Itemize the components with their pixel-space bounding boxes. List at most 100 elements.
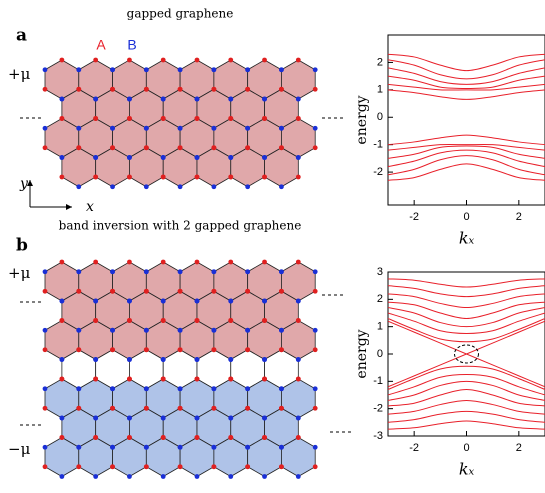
lattice-site bbox=[211, 327, 217, 333]
lattice-site bbox=[295, 259, 301, 265]
lattice-site bbox=[110, 269, 115, 275]
lattice-site bbox=[194, 318, 200, 323]
lattice-site bbox=[177, 288, 183, 294]
x-axis-label: kₓ bbox=[459, 460, 475, 479]
lattice-site bbox=[127, 376, 132, 382]
lattice-site bbox=[295, 415, 301, 421]
lattice-site bbox=[262, 174, 267, 180]
lattice-site bbox=[110, 405, 115, 411]
lattice-site bbox=[110, 125, 115, 131]
lattice-site bbox=[93, 259, 99, 265]
lattice-site bbox=[228, 474, 234, 479]
lattice-site bbox=[177, 67, 183, 73]
lattice-site bbox=[59, 474, 65, 479]
lattice-site bbox=[143, 444, 149, 450]
lattice-site bbox=[194, 116, 200, 121]
x-tick-label: -2 bbox=[409, 442, 419, 454]
band bbox=[388, 365, 545, 390]
lattice-site bbox=[177, 86, 183, 92]
lattice-site bbox=[279, 347, 284, 353]
lattice-site bbox=[93, 57, 99, 63]
lattice-site bbox=[211, 184, 217, 190]
lattice-site bbox=[211, 67, 217, 73]
lattice-site bbox=[211, 386, 217, 392]
band bbox=[388, 149, 545, 168]
lattice-site bbox=[245, 86, 251, 92]
y-tick-label: 2 bbox=[377, 56, 383, 68]
lattice-site bbox=[143, 405, 149, 411]
lattice-site bbox=[177, 184, 183, 190]
panel-title: gapped graphene bbox=[127, 7, 234, 21]
y-tick-label: 0 bbox=[377, 111, 383, 123]
lattice-site bbox=[177, 327, 183, 333]
lattice-site bbox=[160, 435, 166, 440]
y-tick-label: -1 bbox=[373, 139, 383, 151]
band bbox=[388, 83, 545, 91]
lattice-site bbox=[279, 288, 284, 294]
lattice-site bbox=[245, 288, 251, 294]
lattice-site bbox=[127, 174, 132, 180]
lattice-site bbox=[76, 86, 82, 92]
band bbox=[388, 373, 545, 396]
lattice-site bbox=[295, 116, 301, 121]
lattice-site bbox=[42, 67, 48, 73]
lattice-site bbox=[110, 86, 115, 92]
lattice-site bbox=[228, 415, 234, 421]
lattice-site bbox=[160, 57, 166, 63]
lattice-site bbox=[160, 415, 166, 421]
lattice-site bbox=[59, 259, 65, 265]
lattice-site bbox=[143, 386, 149, 392]
band bbox=[388, 67, 545, 85]
y-axis-label: energy bbox=[354, 329, 370, 378]
lattice-site bbox=[312, 145, 318, 151]
lattice-site bbox=[127, 474, 132, 479]
lattice-site bbox=[228, 155, 234, 160]
lattice-site bbox=[245, 405, 251, 411]
lattice-site bbox=[76, 327, 82, 333]
lattice-site bbox=[312, 288, 318, 294]
lattice-site bbox=[211, 444, 217, 450]
lattice-site bbox=[194, 357, 200, 362]
lattice-site bbox=[93, 415, 99, 421]
x-axis-label: kₓ bbox=[459, 229, 475, 248]
lattice-site bbox=[262, 116, 267, 121]
lattice-site bbox=[211, 347, 217, 353]
panel-label: b bbox=[16, 236, 28, 256]
lattice-site bbox=[279, 67, 284, 73]
lattice-site bbox=[177, 386, 183, 392]
lattice-site bbox=[312, 269, 318, 275]
lattice-site bbox=[262, 57, 267, 63]
lattice-site bbox=[245, 464, 251, 470]
lattice-site bbox=[160, 116, 166, 121]
lattice-site bbox=[59, 376, 65, 382]
lattice-site bbox=[262, 318, 267, 323]
lattice-site bbox=[279, 269, 284, 275]
lattice-site bbox=[279, 327, 284, 333]
lattice-site bbox=[194, 96, 200, 102]
band bbox=[388, 301, 545, 319]
lattice-site bbox=[42, 125, 48, 131]
lattice-site bbox=[160, 259, 166, 265]
lattice-site bbox=[127, 96, 132, 102]
lattice-site bbox=[295, 318, 301, 323]
lattice-site bbox=[76, 145, 82, 151]
lattice-site bbox=[143, 86, 149, 92]
lattice-site bbox=[42, 145, 48, 151]
band bbox=[388, 389, 545, 407]
lattice-site bbox=[143, 184, 149, 190]
axis-label: y bbox=[19, 176, 29, 192]
lattice-site bbox=[312, 67, 318, 73]
panel-label: a bbox=[16, 26, 27, 46]
lattice-site bbox=[312, 125, 318, 131]
lattice-site bbox=[228, 57, 234, 63]
band bbox=[388, 75, 545, 89]
lattice-site bbox=[245, 347, 251, 353]
lattice-site bbox=[143, 327, 149, 333]
lattice-site bbox=[279, 184, 284, 190]
lattice-site bbox=[76, 269, 82, 275]
lattice-site bbox=[110, 145, 115, 151]
x-tick-label: 0 bbox=[463, 442, 469, 454]
lattice-site bbox=[194, 259, 200, 265]
lattice-site bbox=[76, 464, 82, 470]
lattice-site bbox=[127, 298, 132, 304]
